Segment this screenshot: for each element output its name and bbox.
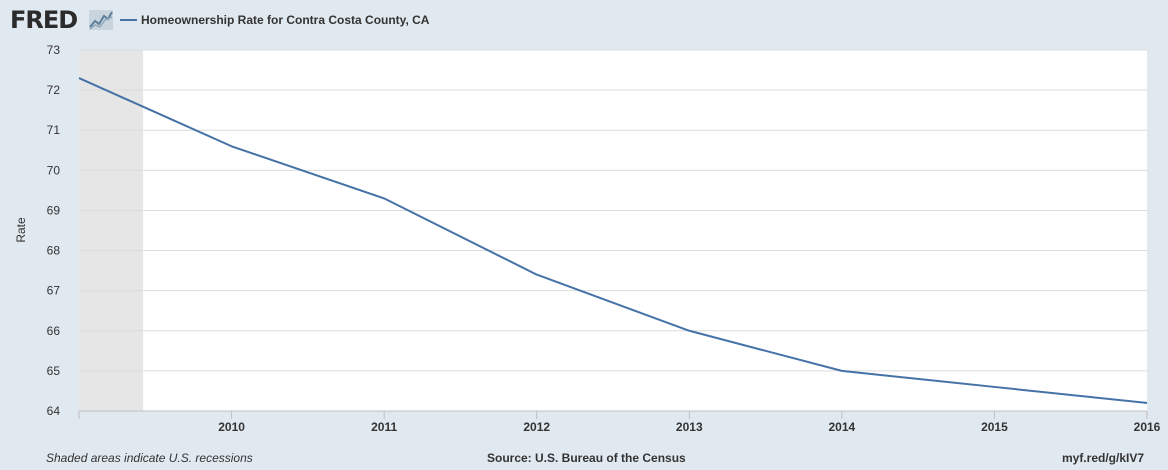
- data-point[interactable]: [533, 271, 541, 279]
- legend-label: Homeownership Rate for Contra Costa Coun…: [141, 13, 430, 27]
- x-tick-label: 2010: [218, 420, 245, 434]
- legend-swatch: [120, 19, 137, 21]
- data-point[interactable]: [1143, 399, 1151, 407]
- y-tick-label: 69: [47, 203, 61, 217]
- y-tick-label: 65: [47, 364, 61, 378]
- data-point[interactable]: [380, 194, 388, 202]
- data-point[interactable]: [685, 327, 693, 335]
- recession-shading: [79, 50, 144, 411]
- y-tick-label: 70: [47, 163, 61, 177]
- line-chart-icon: [89, 10, 113, 30]
- x-tick-label: 2012: [523, 420, 550, 434]
- recession-note: Shaded areas indicate U.S. recessions: [46, 451, 253, 465]
- series-layer: [75, 74, 1151, 407]
- recession-band: [79, 50, 144, 411]
- data-point[interactable]: [75, 74, 83, 82]
- plot-area: [79, 50, 1147, 411]
- data-point[interactable]: [990, 383, 998, 391]
- x-tick-label: 2014: [829, 420, 856, 434]
- data-point[interactable]: [838, 367, 846, 375]
- series-line[interactable]: [78, 77, 1148, 404]
- x-tick-label: 2016: [1134, 420, 1161, 434]
- x-tick-label: 2015: [981, 420, 1008, 434]
- y-tick-label: 64: [47, 404, 61, 418]
- y-tick-label: 72: [47, 83, 61, 97]
- x-axis-ticks: 2010 2011 2012 2013 2014 2015 2016: [78, 411, 1161, 434]
- source-note: Source: U.S. Bureau of the Census: [487, 451, 686, 465]
- y-tick-label: 71: [47, 123, 61, 137]
- y-axis-title: Rate: [14, 217, 28, 243]
- x-tick-label: 2013: [676, 420, 703, 434]
- data-point[interactable]: [228, 142, 236, 150]
- chart-legend[interactable]: Homeownership Rate for Contra Costa Coun…: [120, 12, 429, 28]
- y-tick-label: 73: [47, 43, 61, 57]
- chart-header: FRED Homeownership Rate for Contra Costa…: [0, 0, 1168, 40]
- x-tick-label: 2011: [371, 420, 397, 434]
- gridlines: [79, 49, 1147, 372]
- y-tick-label: 68: [47, 244, 61, 258]
- fred-logo[interactable]: FRED: [10, 6, 78, 34]
- y-tick-label: 66: [47, 324, 61, 338]
- y-tick-label: 67: [47, 284, 61, 298]
- short-url-link[interactable]: myf.red/g/kIV7: [1061, 451, 1144, 465]
- y-axis-ticks: 64 65 66 67 68 69 70 71 72 73: [47, 43, 61, 418]
